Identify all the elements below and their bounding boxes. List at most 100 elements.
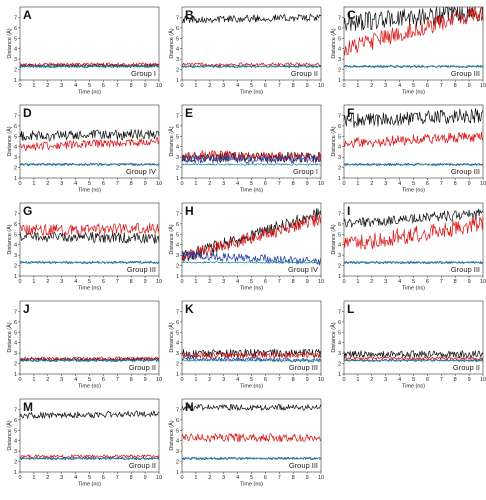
series-line-1 [343, 108, 484, 128]
x-tick-label: 8 [130, 83, 133, 89]
x-tick-label: 1 [356, 83, 359, 89]
group-label: Group III [127, 265, 156, 274]
x-tick-label: 7 [278, 83, 281, 89]
x-tick-label: 1 [32, 181, 35, 187]
y-tick-label: 5 [14, 36, 17, 42]
y-tick-label: 2 [338, 68, 341, 74]
plot-frame [181, 300, 322, 375]
x-tick-label: 3 [60, 279, 63, 285]
x-tick-label: 1 [32, 83, 35, 89]
panel-letter: J [23, 302, 30, 316]
series-line-3 [343, 162, 484, 167]
plot-frame [19, 6, 160, 81]
y-tick-label: 1 [14, 78, 17, 84]
y-tick-label: 1 [176, 176, 179, 182]
y-tick-label: 7 [338, 15, 341, 21]
y-tick-label: 4 [176, 439, 179, 445]
plot-frame [343, 300, 484, 375]
y-tick-label: 5 [14, 330, 17, 336]
x-tick-label: 1 [356, 181, 359, 187]
x-tick-label: 9 [144, 475, 147, 481]
y-tick-label: 7 [338, 211, 341, 217]
y-tick-label: 6 [338, 26, 341, 32]
x-tick-label: 9 [468, 83, 471, 89]
x-tick-label: 0 [180, 279, 183, 285]
x-tick-label: 4 [74, 83, 77, 89]
x-tick-label: 9 [144, 181, 147, 187]
x-tick-label: 8 [292, 377, 295, 383]
y-axis-title: Distance (Å) [168, 420, 175, 450]
x-tick-label: 3 [60, 181, 63, 187]
x-tick-label: 3 [384, 181, 387, 187]
y-tick-label: 6 [176, 124, 179, 130]
group-label: Group I [131, 69, 156, 78]
x-axis-title: Time (ns) [78, 384, 101, 390]
series-line-1 [343, 208, 484, 228]
series-line-4 [181, 457, 322, 460]
y-tick-label: 2 [14, 68, 17, 74]
x-tick-label: 1 [194, 377, 197, 383]
x-tick-label: 6 [264, 83, 267, 89]
y-tick-label: 5 [338, 36, 341, 42]
x-tick-label: 3 [384, 83, 387, 89]
series-line-3 [181, 64, 322, 69]
series-line-4 [181, 261, 322, 264]
series-line-2 [181, 351, 322, 359]
x-axis-title: Time (ns) [240, 482, 263, 488]
series-line-4 [181, 65, 322, 68]
x-tick-label: 3 [222, 475, 225, 481]
series-line-1 [181, 403, 322, 411]
panel-letter: I [347, 204, 350, 218]
y-tick-label: 4 [338, 145, 341, 151]
group-label: Group I [293, 167, 318, 176]
x-tick-label: 6 [264, 279, 267, 285]
y-tick-label: 1 [176, 372, 179, 378]
series-line-3 [343, 260, 484, 265]
x-tick-label: 1 [356, 279, 359, 285]
x-tick-label: 4 [398, 181, 401, 187]
series-line-2 [181, 433, 322, 443]
y-axis-title: Distance (Å) [6, 224, 13, 254]
series-line-2 [19, 356, 159, 361]
group-label: Group III [451, 69, 480, 78]
x-axis-title: Time (ns) [240, 188, 263, 194]
y-tick-label: 7 [338, 113, 341, 119]
series-line-4 [343, 261, 484, 264]
x-tick-label: 2 [46, 279, 49, 285]
x-tick-label: 10 [480, 83, 486, 89]
x-tick-label: 3 [384, 279, 387, 285]
y-tick-label: 5 [176, 428, 179, 434]
y-tick-label: 6 [338, 222, 341, 228]
y-tick-label: 5 [338, 134, 341, 140]
group-label: Group III [451, 265, 480, 274]
x-tick-label: 10 [480, 377, 486, 383]
y-tick-label: 2 [14, 264, 17, 270]
series-line-2 [19, 62, 160, 67]
series-line-1 [181, 13, 322, 24]
y-axis-title: Distance (Å) [6, 28, 13, 58]
x-tick-label: 7 [116, 181, 119, 187]
panel-letter: L [347, 302, 354, 316]
x-tick-label: 6 [264, 181, 267, 187]
x-tick-label: 10 [156, 279, 162, 285]
x-tick-label: 2 [208, 475, 211, 481]
panel-letter: K [185, 302, 194, 316]
x-tick-label: 6 [426, 377, 429, 383]
x-tick-label: 2 [46, 475, 49, 481]
series-line-2 [19, 222, 160, 236]
y-tick-label: 7 [14, 211, 17, 217]
y-tick-label: 5 [14, 134, 17, 140]
y-tick-label: 3 [338, 57, 341, 63]
y-axis-title: Distance (Å) [6, 126, 13, 156]
x-tick-label: 0 [18, 279, 21, 285]
x-tick-label: 1 [194, 181, 197, 187]
x-tick-label: 6 [102, 475, 105, 481]
x-tick-label: 1 [194, 83, 197, 89]
x-tick-label: 6 [102, 279, 105, 285]
x-tick-label: 3 [222, 181, 225, 187]
panel-letter: A [23, 8, 32, 22]
x-tick-label: 4 [236, 475, 239, 481]
